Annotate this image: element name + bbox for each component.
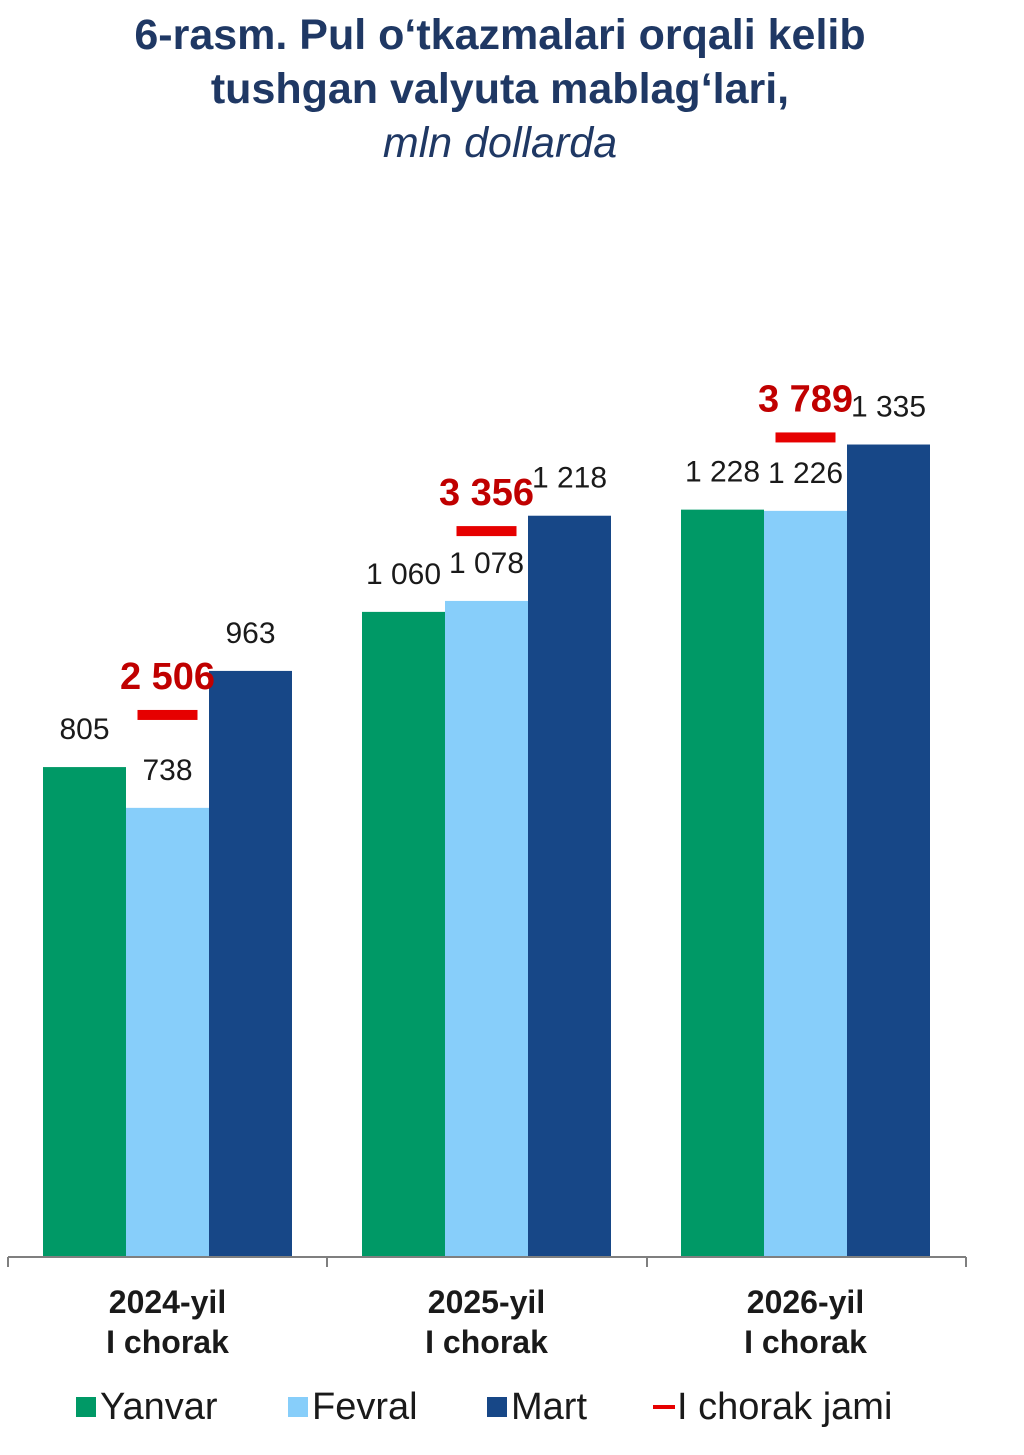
value-label-mart-0: 963 (225, 617, 275, 650)
total-marker-0 (137, 709, 198, 720)
legend-label-yanvar: Yanvar (100, 1386, 218, 1428)
category-label-line-1-0: 2025-yil (428, 1284, 545, 1320)
value-label-mart-2: 1 335 (851, 391, 926, 424)
value-label-yanvar-2: 1 228 (685, 456, 760, 489)
category-label-line-2-1: I chorak (744, 1324, 867, 1360)
category-label-line-2-0: 2026-yil (747, 1284, 864, 1320)
totals-group: 2 506 3 356 3 789 (120, 378, 853, 720)
bar-mart-0 (209, 670, 292, 1257)
legend-label-fevral: Fevral (312, 1386, 418, 1428)
total-marker-2 (775, 432, 836, 443)
legend-item-total: I chorak jami (653, 1383, 892, 1431)
bars-group (43, 444, 930, 1258)
value-label-fevral-1: 1 078 (449, 547, 524, 580)
category-label-2: 2026-yil I chorak (744, 1284, 867, 1360)
bar-yanvar-2 (681, 509, 764, 1258)
category-label-line-0-1: I chorak (106, 1324, 229, 1360)
value-label-mart-1: 1 218 (532, 462, 607, 495)
value-label-fevral-2: 1 226 (768, 457, 843, 490)
category-label-1: 2025-yil I chorak (425, 1284, 548, 1360)
legend-item-mart: Mart (487, 1383, 587, 1431)
chart-title: 6-rasm. Pul o‘tkazmalari orqali kelib tu… (0, 8, 1000, 170)
bar-mart-1 (528, 515, 611, 1257)
chart-unit-label: mln dollarda (382, 119, 618, 167)
bar-fevral-0 (126, 807, 209, 1257)
value-label-fevral-0: 738 (142, 754, 192, 787)
value-label-yanvar-1: 1 060 (366, 558, 441, 591)
category-label-line-0-0: 2024-yil (109, 1284, 226, 1320)
legend: Yanvar Fevral Mart I chorak jami (0, 1383, 1024, 1433)
legend-swatch-mart (487, 1396, 507, 1417)
category-label-line-1-1: I chorak (425, 1324, 548, 1360)
legend-label-total: I chorak jami (677, 1386, 893, 1428)
legend-item-yanvar: Yanvar (76, 1383, 218, 1431)
value-label-yanvar-0: 805 (59, 713, 109, 746)
total-label-1: 3 356 (439, 472, 534, 514)
total-label-0: 2 506 (120, 656, 215, 698)
category-label-0: 2024-yil I chorak (106, 1284, 229, 1360)
chart-title-line1: 6-rasm. Pul o‘tkazmalari orqali kelib (134, 11, 866, 59)
chart-title-line2: tushgan valyuta mablag‘lari, (210, 65, 790, 113)
bar-mart-2 (847, 444, 930, 1257)
legend-item-fevral: Fevral (288, 1383, 418, 1431)
bar-yanvar-1 (362, 611, 445, 1257)
total-label-2: 3 789 (758, 378, 853, 420)
legend-swatch-yanvar (76, 1396, 96, 1417)
bar-yanvar-0 (43, 767, 126, 1257)
legend-swatch-total (653, 1404, 675, 1409)
total-marker-1 (456, 526, 517, 537)
legend-swatch-fevral (288, 1396, 308, 1417)
legend-label-mart: Mart (511, 1386, 587, 1428)
bar-fevral-2 (764, 510, 847, 1257)
bar-fevral-1 (445, 600, 528, 1257)
